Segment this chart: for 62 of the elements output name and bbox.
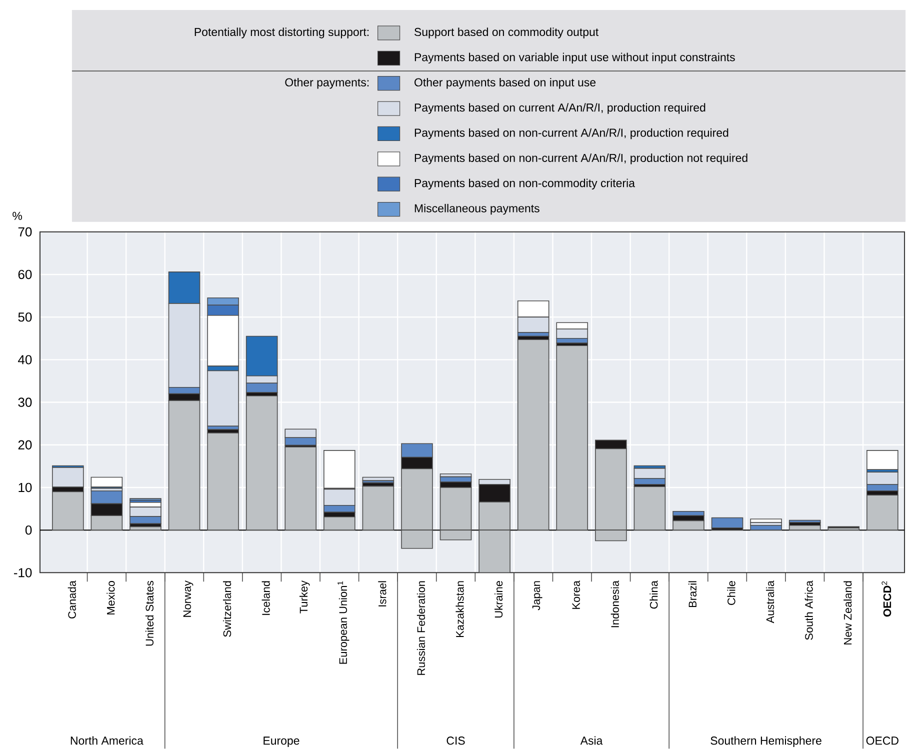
bar — [788, 524, 821, 530]
x-tick-label: European Union$^{1}$ — [338, 581, 350, 664]
x-tick-label: Indonesia — [610, 580, 619, 628]
x-tick-label: South Africa — [804, 580, 813, 640]
x-tick-label: New Zealand — [844, 581, 852, 644]
y-tick-label: 10 — [18, 482, 32, 492]
bar — [866, 450, 898, 470]
text: CIS — [446, 736, 465, 745]
y-tick-label: 60 — [18, 270, 32, 280]
x-tick-label: Norway — [183, 580, 194, 617]
bar — [52, 467, 84, 488]
x-tick-label: Japan — [532, 581, 542, 610]
y-tick-label: 0 — [25, 525, 32, 535]
x-tick-label: Australia — [766, 580, 774, 624]
y-tick-label: 50 — [18, 312, 32, 322]
y-tick-label: 40 — [18, 355, 32, 364]
x-tick-label: Mexico — [106, 580, 115, 614]
text: Asia — [580, 736, 603, 745]
legend-label: Other payments based on input use — [414, 78, 596, 89]
legend-label: Miscellaneous payments — [414, 204, 540, 215]
x-tick-label: Brazil — [688, 581, 697, 608]
bar — [517, 339, 550, 530]
x-tick-label: China — [650, 580, 658, 609]
text: Southern Hemisphere — [710, 736, 822, 747]
x-tick-label: United States — [145, 580, 154, 646]
x-tick-label: Korea — [572, 580, 580, 609]
bar — [130, 526, 162, 530]
bar — [634, 486, 666, 530]
x-tick-label: Canada — [68, 580, 76, 618]
legend-label: Payments based on non-current A/An/R/I, production required — [414, 128, 728, 140]
bar — [556, 345, 588, 530]
legend-label: Payments based on non-current A/An/R/I, production not required — [414, 154, 748, 164]
bar — [246, 395, 278, 530]
y-tick-label: 70 — [18, 227, 32, 236]
bar — [866, 494, 898, 530]
x-tick-label: Turkey — [300, 580, 310, 614]
text: North America — [70, 736, 144, 745]
legend-label: Payments based on current A/An/R/I, production required — [414, 103, 706, 114]
bar — [362, 486, 394, 530]
bar — [750, 524, 782, 530]
text: Potentially most distorting support: — [194, 28, 369, 38]
y-tick-label: -10 — [14, 568, 32, 578]
y-tick-label: 20 — [18, 440, 32, 450]
x-tick-label: OECD$^{2}$ — [882, 581, 892, 617]
bar — [711, 517, 744, 528]
x-tick-label: Israel — [378, 581, 386, 606]
x-tick-label: Switzerland — [223, 581, 232, 637]
legend-label: Payments based on variable input use without input constraints — [414, 52, 735, 64]
y-tick-label: 30 — [18, 398, 32, 407]
x-tick-label: Chile — [727, 580, 736, 605]
legend-label: Support based on commodity output — [414, 28, 599, 38]
x-tick-label: Ukraine — [494, 580, 503, 618]
text: OECD — [866, 736, 898, 745]
y-axis-title: % — [12, 212, 22, 220]
bar — [324, 516, 356, 530]
x-tick-label: Iceland — [262, 581, 270, 615]
text: Europe — [264, 736, 300, 747]
text: Other payments: — [285, 78, 369, 89]
legend-label: Payments based on non-commodity criteria — [414, 178, 635, 190]
bar — [207, 432, 239, 530]
x-tick-label: Kazakhstan — [456, 581, 464, 638]
x-tick-label: Russian Federation — [416, 581, 426, 675]
